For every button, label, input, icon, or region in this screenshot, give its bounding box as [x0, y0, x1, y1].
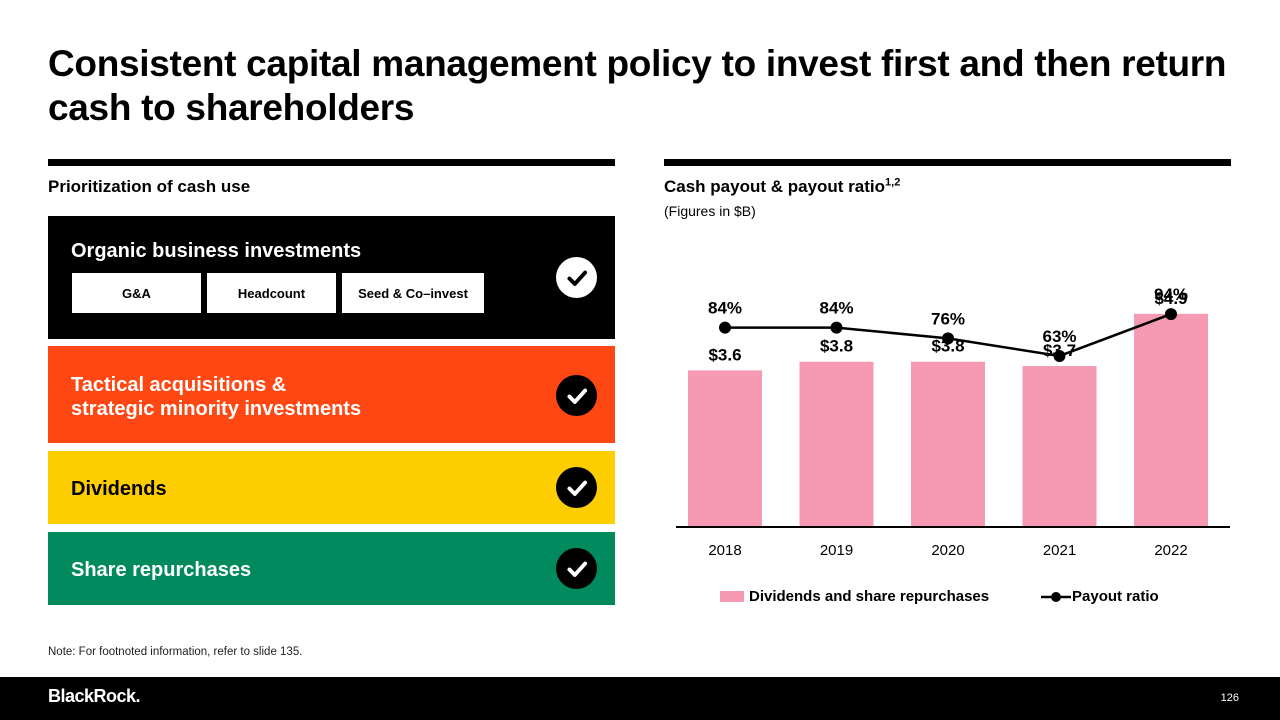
legend-bars: Dividends and share repurchases: [720, 588, 989, 605]
band-tactical-acquisitions: Tactical acquisitions & strategic minori…: [48, 346, 615, 443]
bar-2022: [1134, 313, 1208, 527]
tag-headcount: Headcount: [207, 273, 336, 313]
bar-label-2018: $3.6: [708, 345, 741, 364]
tag-ga: G&A: [72, 273, 201, 313]
bar-2018: [688, 370, 762, 527]
payout-point-2019: [830, 321, 843, 334]
payout-point-2018: [719, 321, 731, 334]
x-tick-2019: 2019: [820, 542, 853, 559]
check-icon: [556, 548, 597, 589]
band-tactical-title-line2: strategic minority investments: [71, 398, 362, 420]
legend-line-marker: [1041, 591, 1071, 602]
bar-2020: [911, 361, 985, 527]
bar-2019: [799, 361, 874, 527]
bar-label-2020: $3.8: [931, 337, 964, 356]
payout-point-2022: [1165, 308, 1177, 321]
bar-label-2019: $3.8: [820, 337, 853, 356]
footnote: Note: For footnoted information, refer t…: [48, 646, 303, 658]
legend-line: Payout ratio: [1041, 588, 1159, 605]
payout-label-2018: 84%: [708, 299, 742, 318]
payout-point-2021: [1053, 349, 1066, 362]
footer-bar: BlackRock. 126: [0, 677, 1280, 720]
band-tactical-title-line1: Tactical acquisitions &: [71, 374, 287, 396]
x-tick-2021: 2021: [1043, 542, 1076, 559]
check-icon: [556, 375, 597, 416]
payout-label-2022: 94%: [1154, 285, 1188, 304]
band-tactical-title: Tactical acquisitions & strategic minori…: [71, 373, 361, 421]
page-title: Consistent capital management policy to …: [48, 43, 1227, 128]
payout-label-2020: 76%: [931, 309, 965, 328]
payout-label-2021: 63%: [1042, 327, 1076, 346]
band-organic-title: Organic business investments: [71, 240, 362, 262]
chart-heading-text: Cash payout & payout ratio: [664, 177, 886, 196]
band-dividends-title: Dividends: [71, 478, 167, 500]
page-number: 126: [1220, 692, 1239, 704]
band-organic-investments: Organic business investments G&A Headcou…: [48, 216, 615, 339]
legend-bars-label: Dividends and share repurchases: [749, 588, 990, 605]
bar-label-2022: $4.9: [1154, 289, 1187, 308]
chart-subheading: (Figures in $B): [664, 203, 756, 219]
band-share-repurchases: Share repurchases: [48, 532, 615, 605]
right-section-rule: [664, 159, 1231, 166]
blackrock-logo: BlackRock.: [48, 686, 141, 706]
tag-seed-co-invest: Seed & Co–invest: [342, 273, 484, 313]
chart-heading: Cash payout & payout ratio1,2: [664, 177, 900, 197]
band-dividends: Dividends: [48, 451, 615, 524]
x-tick-2020: 2020: [931, 542, 964, 559]
check-icon: [556, 257, 597, 298]
x-tick-2018: 2018: [708, 542, 741, 559]
legend-line-label: Payout ratio: [1072, 588, 1159, 605]
payout-point-2020: [942, 332, 954, 345]
left-section-rule: [48, 159, 615, 166]
band-repurchases-title: Share repurchases: [71, 559, 252, 581]
chart-heading-footnote: 1,2: [885, 176, 901, 189]
legend-bars-swatch: [720, 591, 744, 602]
check-icon: [556, 467, 597, 508]
payout-label-2019: 84%: [819, 299, 853, 318]
cash-payout-chart: $3.62018$3.82019$3.82020$3.72021$4.92022…: [676, 285, 1230, 559]
left-section-heading: Prioritization of cash use: [48, 177, 251, 196]
bar-2021: [1022, 366, 1097, 527]
x-tick-2022: 2022: [1154, 542, 1187, 559]
